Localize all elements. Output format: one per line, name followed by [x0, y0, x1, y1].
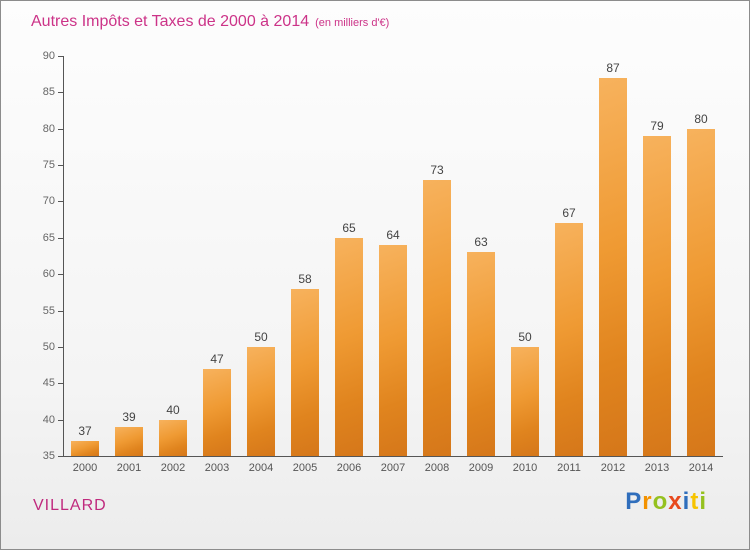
logo-letter: r: [642, 488, 653, 515]
logo-letter: t: [690, 488, 700, 515]
x-axis-line: [63, 456, 723, 457]
bar-value-label: 80: [694, 111, 708, 126]
bar-2002: [159, 419, 187, 456]
logo-letter: i: [699, 488, 707, 515]
bar-value-label: 40: [166, 402, 180, 417]
y-tick-mark: [58, 419, 63, 421]
bar-2001: [115, 426, 143, 456]
x-tick-label: 2011: [557, 462, 581, 474]
bar-value-label: 39: [122, 409, 136, 424]
logo-letter: P: [625, 488, 643, 515]
bar-value-label: 50: [518, 329, 532, 344]
bar-2006: [335, 237, 363, 456]
x-tick-label: 2000: [72, 462, 98, 474]
y-tick-label: 40: [42, 413, 55, 426]
y-tick-label: 85: [42, 86, 55, 99]
bar-value-label: 63: [474, 235, 488, 250]
bar-2003: [203, 368, 231, 456]
y-tick-label: 65: [42, 231, 55, 244]
logo-letter: o: [652, 488, 669, 515]
bar-2013: [643, 136, 671, 456]
x-tick-label: 2007: [380, 462, 406, 474]
bar-value-label: 67: [562, 206, 576, 221]
bar-value-label: 73: [430, 162, 444, 177]
bar-value-label: 58: [298, 271, 312, 286]
x-tick-label: 2008: [424, 462, 450, 474]
bar-value-label: 64: [386, 228, 400, 243]
y-tick-mark: [58, 346, 63, 348]
chart-subtitle: (en milliers d'€): [315, 17, 390, 29]
logo-letter: i: [682, 488, 691, 515]
y-tick-mark: [58, 92, 63, 94]
chart-title: Autres Impôts et Taxes de 2000 à 2014: [31, 13, 310, 30]
y-tick-label: 55: [42, 304, 55, 317]
bar-2004: [247, 346, 275, 456]
bar-2014: [687, 128, 715, 456]
bar-value-label: 50: [254, 329, 268, 344]
bar-2010: [511, 346, 539, 456]
y-tick-mark: [58, 383, 63, 385]
x-tick-label: 2014: [688, 462, 714, 474]
y-tick-label: 75: [42, 159, 55, 172]
y-tick-label: 50: [42, 340, 55, 353]
x-tick-label: 2004: [248, 462, 274, 474]
bar-value-label: 37: [78, 424, 92, 439]
bar-2007: [379, 245, 407, 456]
bar-2005: [291, 288, 319, 456]
y-tick-mark: [58, 165, 63, 167]
y-tick-mark: [58, 310, 63, 312]
x-tick-label: 2010: [512, 462, 538, 474]
x-tick-label: 2012: [600, 462, 626, 474]
bar-value-label: 65: [342, 220, 356, 235]
x-tick-label: 2005: [292, 462, 318, 474]
y-axis-line: [63, 56, 64, 457]
chart-header: Autres Impôts et Taxes de 2000 à 2014 (en…: [31, 13, 389, 31]
bar-2012: [599, 77, 627, 456]
logo-letter: x: [668, 488, 683, 515]
bar-2008: [423, 179, 451, 456]
bar-2011: [555, 223, 583, 456]
y-tick-mark: [58, 201, 63, 203]
x-tick-label: 2002: [160, 462, 186, 474]
y-tick-mark: [58, 128, 63, 130]
bar-2009: [467, 252, 495, 456]
y-tick-label: 80: [42, 122, 55, 135]
y-tick-label: 90: [42, 50, 55, 62]
bar-value-label: 47: [210, 351, 224, 366]
y-tick-label: 35: [42, 450, 55, 462]
bar-value-label: 79: [650, 119, 664, 133]
y-tick-mark: [58, 274, 63, 276]
town-name: VILLARD: [33, 497, 107, 514]
x-tick-label: 2009: [468, 462, 494, 474]
bar-value-label: 87: [606, 60, 620, 75]
y-tick-mark: [58, 456, 63, 457]
y-tick-mark: [58, 56, 63, 57]
x-tick-label: 2003: [204, 462, 230, 474]
x-tick-label: 2006: [336, 462, 362, 474]
y-tick-mark: [58, 237, 63, 239]
y-tick-label: 60: [42, 268, 55, 281]
x-tick-label: 2013: [644, 462, 670, 474]
proxiti-logo[interactable]: Proxiti: [625, 488, 707, 516]
y-tick-label: 45: [42, 377, 55, 390]
bar-2000: [71, 441, 99, 456]
x-tick-label: 2001: [116, 462, 142, 474]
y-tick-label: 70: [42, 195, 55, 208]
